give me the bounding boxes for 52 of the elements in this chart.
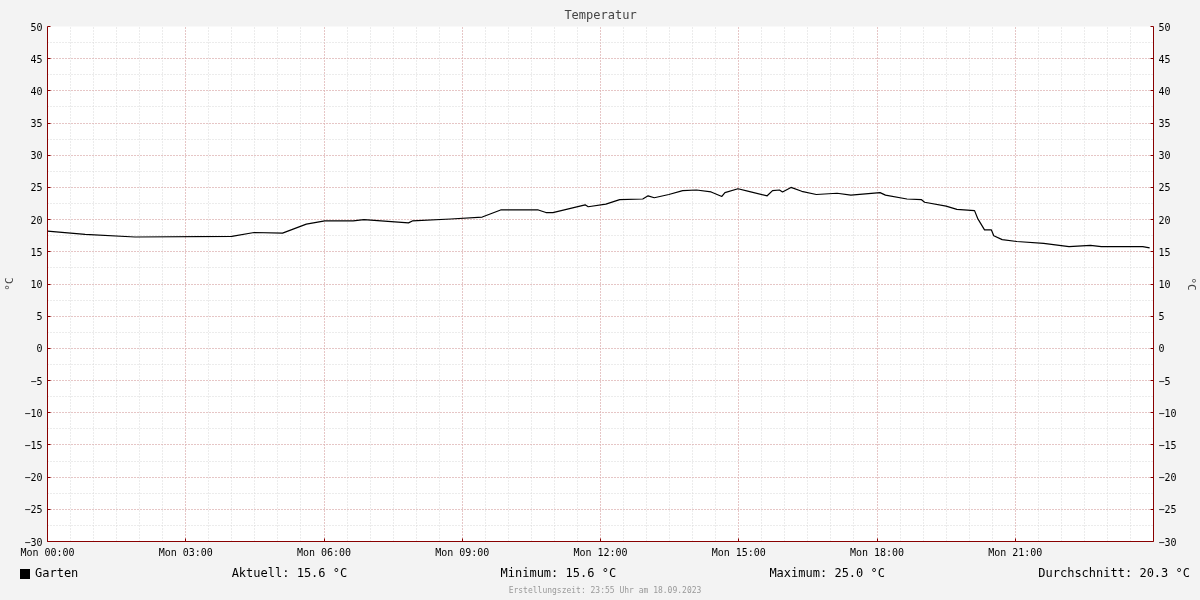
y-tick-label: 45 bbox=[30, 53, 43, 65]
y-tick-label: 0 bbox=[36, 343, 43, 355]
chart-title: Temperatur bbox=[564, 7, 637, 22]
y-tick-label: 10 bbox=[30, 279, 43, 290]
y2-axis-title: °C bbox=[1184, 277, 1198, 291]
text: Aktuell: 15.6 °C bbox=[231, 565, 348, 582]
y-tick-label: −5 bbox=[30, 375, 43, 387]
y-tick-label: −15 bbox=[24, 439, 43, 451]
y2-tick-label: 5 bbox=[1158, 311, 1165, 323]
y2-tick-label: 35 bbox=[1158, 118, 1171, 130]
y2-tick-label: −10 bbox=[1158, 407, 1177, 419]
y-tick-label: 30 bbox=[30, 150, 43, 162]
y2-tick-label: 10 bbox=[1158, 279, 1171, 290]
y2-tick-label: −5 bbox=[1158, 375, 1171, 387]
x-tick-label: Mon 21:00 bbox=[988, 546, 1043, 558]
y2-tick-label: −30 bbox=[1158, 536, 1177, 548]
text: Durchschnitt: 20.3 °C bbox=[1038, 565, 1190, 582]
x-tick-label: Mon 09:00 bbox=[435, 546, 490, 558]
y2-tick-label: 30 bbox=[1158, 150, 1171, 162]
y-tick-label: 15 bbox=[30, 246, 43, 258]
x-tick-label: Mon 15:00 bbox=[711, 546, 766, 558]
x-tick-label: Mon 06:00 bbox=[296, 546, 352, 558]
x-tick-label: Mon 03:00 bbox=[158, 546, 213, 558]
y2-tick-label: 20 bbox=[1158, 214, 1171, 226]
text: Erstellungszeit: 23:55 Uhr am 18.09.2023 bbox=[507, 585, 703, 597]
y-tick-label: 35 bbox=[30, 118, 43, 130]
y2-tick-label: 40 bbox=[1158, 85, 1171, 97]
y2-tick-label: −20 bbox=[1158, 472, 1177, 484]
y-tick-label: 25 bbox=[30, 182, 43, 194]
y2-tick-label: −25 bbox=[1158, 504, 1177, 516]
text: Maximum: 25.0 °C bbox=[769, 565, 885, 582]
x-tick-label: Mon 00:00 bbox=[20, 546, 75, 558]
y2-tick-label: 50 bbox=[1158, 21, 1171, 33]
y-tick-label: 40 bbox=[30, 85, 43, 97]
legend-label: Garten bbox=[34, 565, 79, 582]
x-tick-label: Mon 12:00 bbox=[573, 546, 628, 558]
line-series bbox=[47, 186, 1151, 249]
x-tick-label: Mon 18:00 bbox=[849, 546, 905, 558]
y-tick-label: −10 bbox=[24, 407, 43, 419]
y-tick-label: −20 bbox=[24, 472, 43, 484]
y2-tick-label: 0 bbox=[1158, 343, 1165, 355]
y2-tick-label: −15 bbox=[1158, 439, 1177, 451]
y-tick-label: −30 bbox=[24, 536, 43, 548]
y-tick-label: 50 bbox=[30, 21, 43, 33]
y2-tick-label: 15 bbox=[1158, 246, 1171, 258]
y-tick-label: 20 bbox=[30, 214, 43, 226]
text: Minimum: 15.6 °C bbox=[500, 565, 617, 582]
y-tick-label: −25 bbox=[24, 504, 43, 516]
y-axis-title: °C bbox=[3, 277, 17, 291]
y2-tick-label: 45 bbox=[1158, 53, 1171, 65]
y-tick-label: 5 bbox=[36, 311, 43, 323]
y2-tick-label: 25 bbox=[1158, 182, 1171, 194]
